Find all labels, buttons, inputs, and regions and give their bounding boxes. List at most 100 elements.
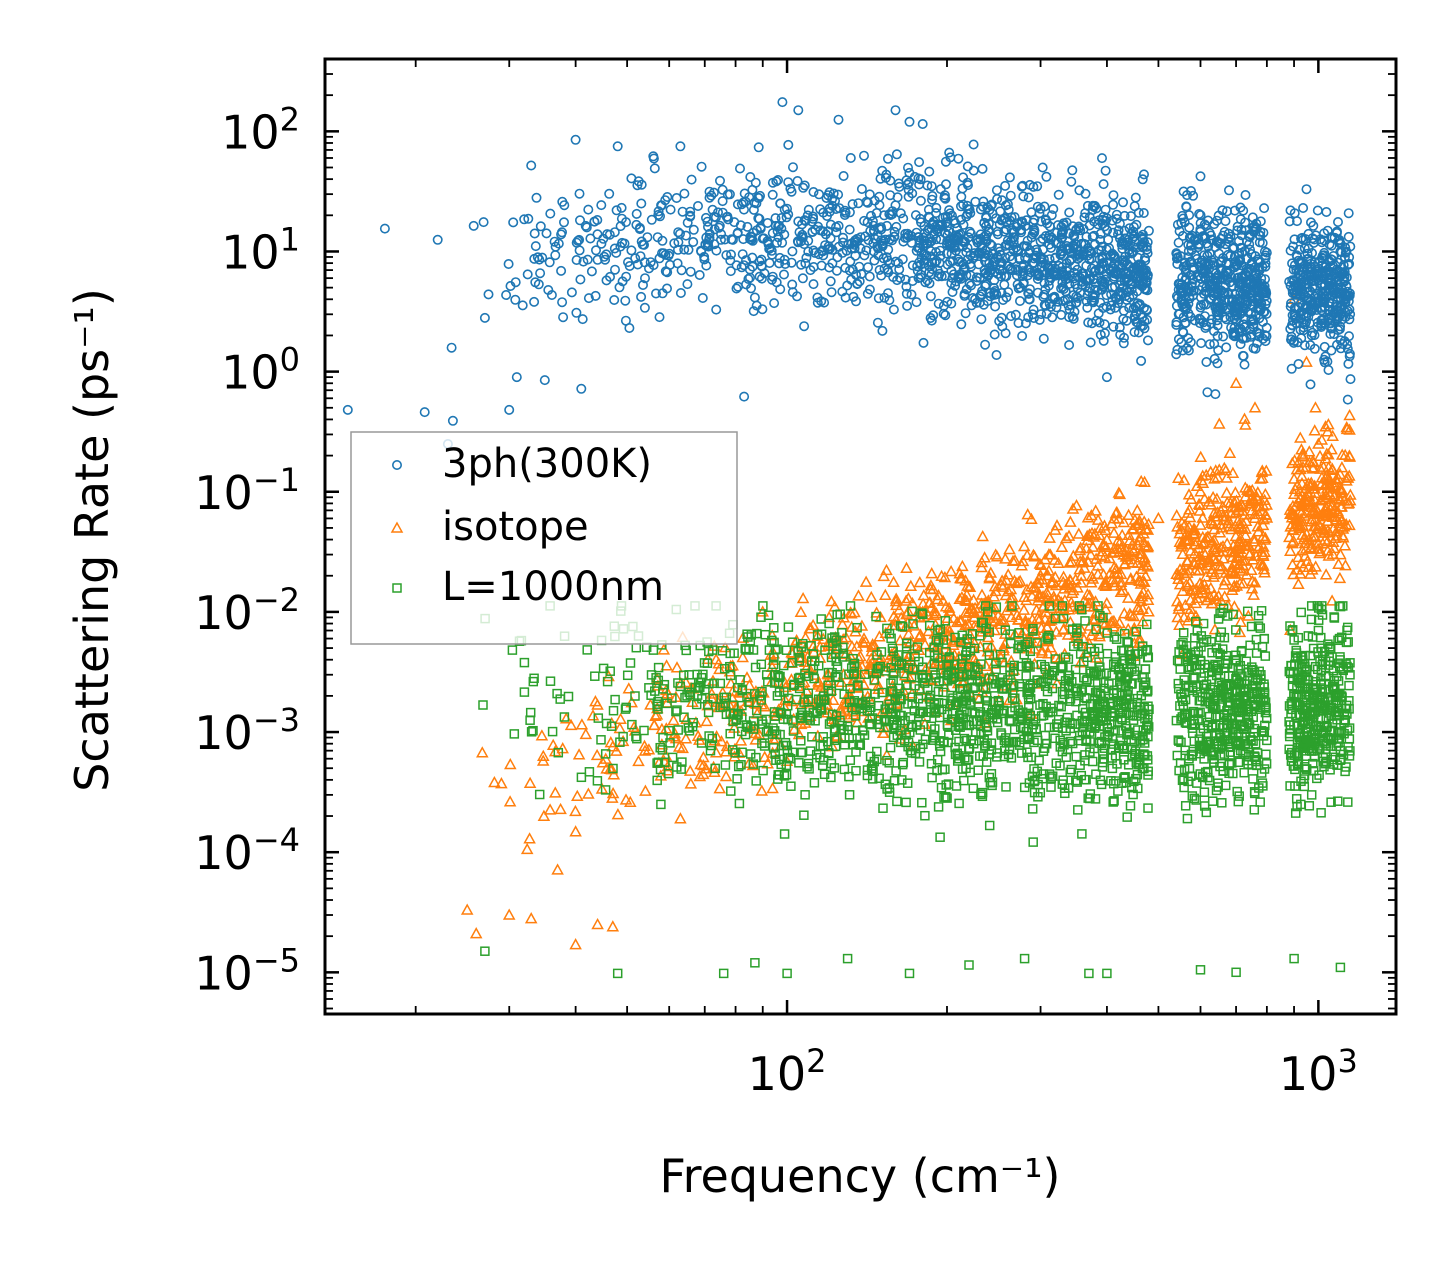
isotope-point (660, 659, 673, 671)
isotope-point (1034, 569, 1047, 581)
isotope-point (1087, 600, 1100, 612)
isotope-point (1258, 566, 1271, 578)
isotope-point (1206, 562, 1219, 575)
isotope-point (1325, 443, 1338, 455)
isotope-point (944, 564, 958, 577)
isotope-point (1142, 605, 1155, 617)
isotope-point (1207, 543, 1221, 555)
isotope-point (569, 804, 582, 817)
isotope-point (865, 652, 878, 664)
isotope-point (1086, 540, 1100, 552)
isotope-point (932, 588, 945, 601)
isotope-point (1041, 620, 1054, 632)
isotope-point (1343, 408, 1356, 421)
isotope-point (1027, 548, 1040, 560)
isotope-point (1075, 569, 1088, 581)
isotope-point (1177, 610, 1191, 623)
isotope-point (1311, 505, 1324, 517)
isotope-point (865, 640, 879, 653)
l1000nm-point (1047, 771, 1058, 781)
isotope-point (1133, 592, 1146, 604)
isotope-point (1287, 534, 1300, 546)
isotope-point (1222, 514, 1235, 526)
isotope-point (1065, 555, 1079, 567)
isotope-point (1193, 504, 1206, 516)
isotope-point (1229, 501, 1243, 513)
isotope-point (1259, 508, 1272, 521)
l1000nm-point (528, 676, 539, 687)
isotope-point (1004, 592, 1017, 604)
isotope-point (803, 622, 816, 634)
isotope-point (1042, 564, 1056, 576)
isotope-point (854, 649, 867, 662)
isotope-point (1223, 446, 1237, 459)
isotope-point (1326, 547, 1340, 560)
isotope-point (1021, 508, 1034, 520)
isotope-point (1056, 601, 1070, 614)
isotope-point (520, 842, 534, 855)
isotope-point (1204, 514, 1218, 526)
isotope-point (1003, 542, 1016, 555)
isotope-point (1293, 521, 1306, 534)
isotope-point (1173, 527, 1186, 539)
l1000nm-point (559, 712, 570, 722)
isotope-point (1050, 625, 1063, 637)
isotope-point (1213, 463, 1226, 475)
isotope-point (709, 653, 723, 665)
isotope-point (866, 638, 879, 650)
isotope-point (1015, 559, 1028, 571)
isotope-point (1288, 482, 1302, 495)
l1000nm-point (507, 645, 518, 655)
isotope-point (1187, 522, 1201, 534)
isotope-point (1137, 585, 1150, 597)
isotope-point (1016, 554, 1030, 567)
isotope-point (1313, 449, 1327, 461)
isotope-point (660, 722, 673, 734)
l1000nm-point (895, 621, 906, 631)
isotope-point (996, 580, 1010, 592)
isotope-point (1308, 513, 1322, 525)
isotope-point (1108, 579, 1121, 591)
l1000nm-point (866, 719, 876, 730)
isotope-point (1141, 540, 1155, 552)
l1000nm-point (1199, 787, 1210, 797)
l1000nm-point (1071, 696, 1081, 707)
isotope-point (1114, 585, 1128, 597)
isotope-point (1134, 523, 1148, 535)
isotope-point (1326, 510, 1340, 523)
isotope-point (1259, 487, 1272, 500)
isotope-point (1256, 464, 1269, 476)
isotope-point (1017, 603, 1031, 615)
isotope-point (1075, 556, 1089, 568)
l1000nm-point (882, 755, 892, 766)
isotope-point (962, 605, 976, 617)
isotope-point (1248, 535, 1261, 547)
isotope-point (604, 736, 618, 748)
isotope-point (1343, 450, 1357, 462)
isotope-point (1299, 494, 1312, 506)
isotope-point (1238, 412, 1251, 424)
isotope-point (1115, 540, 1128, 553)
isotope-point (1113, 616, 1126, 628)
isotope-point (1012, 613, 1025, 625)
isotope-point (1248, 576, 1262, 588)
isotope-point (1286, 558, 1299, 570)
isotope-point (1059, 531, 1073, 544)
isotope-point (1091, 567, 1105, 579)
isotope-point (912, 630, 926, 643)
isotope-point (1204, 465, 1217, 477)
isotope-point (1213, 559, 1227, 571)
isotope-point (979, 659, 993, 671)
isotope-point (811, 678, 825, 690)
isotope-point (1290, 514, 1304, 526)
isotope-point (988, 580, 1002, 592)
isotope-point (956, 675, 969, 688)
isotope-point (1049, 609, 1062, 622)
isotope-point (852, 589, 865, 601)
isotope-point (845, 607, 858, 619)
isotope-point (981, 630, 995, 643)
isotope-point (1112, 486, 1126, 498)
isotope-point (632, 754, 645, 767)
isotope-point (928, 605, 941, 617)
isotope-point (1234, 531, 1247, 543)
